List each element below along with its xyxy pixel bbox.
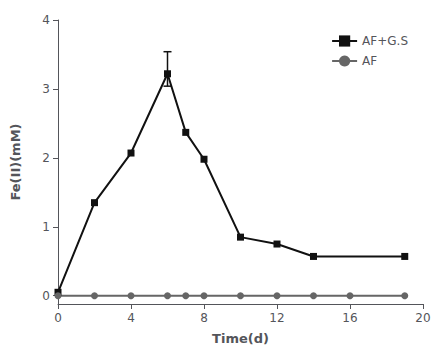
svg-text:16: 16 — [342, 311, 357, 325]
svg-text:0: 0 — [54, 311, 62, 325]
svg-text:4: 4 — [42, 13, 50, 27]
svg-text:20: 20 — [415, 311, 430, 325]
svg-text:4: 4 — [127, 311, 135, 325]
svg-text:AF: AF — [362, 54, 377, 68]
svg-text:0: 0 — [42, 289, 50, 303]
svg-text:3: 3 — [42, 82, 50, 96]
svg-text:1: 1 — [42, 220, 50, 234]
svg-text:12: 12 — [269, 311, 284, 325]
svg-text:2: 2 — [42, 151, 50, 165]
svg-text:Time(d): Time(d) — [212, 331, 269, 346]
svg-text:8: 8 — [200, 311, 208, 325]
svg-text:Fe(II)(mM): Fe(II)(mM) — [8, 123, 23, 200]
svg-text:AF+G.S: AF+G.S — [362, 34, 408, 48]
